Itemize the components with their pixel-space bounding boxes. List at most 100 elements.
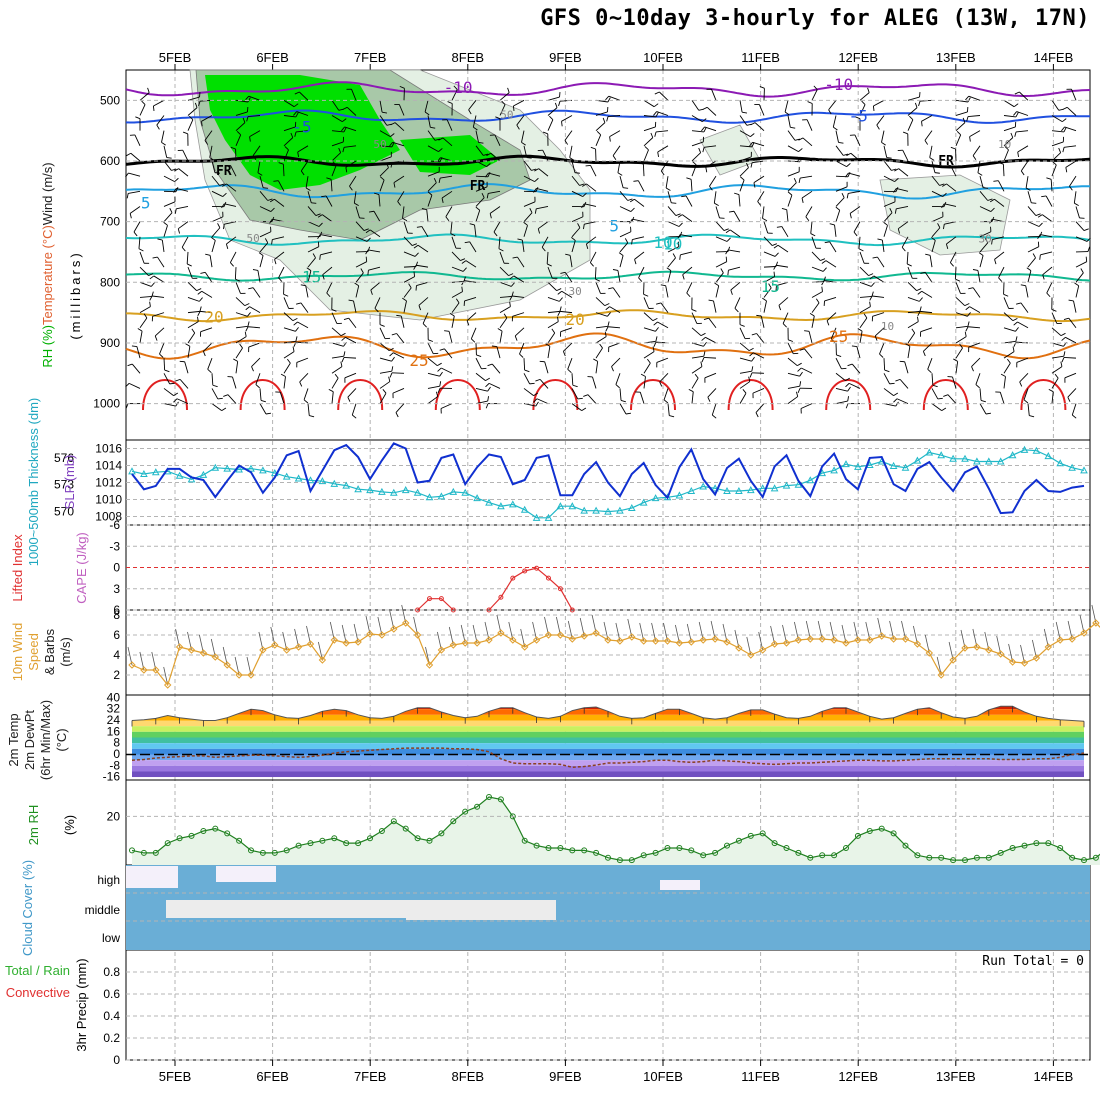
wind-barb (656, 357, 669, 363)
wind-barb (672, 253, 676, 259)
rh2m-area (132, 797, 1100, 865)
wind-barb (507, 87, 510, 93)
wind-barb (585, 243, 589, 249)
wind-barb (666, 267, 672, 272)
wind-barb (551, 328, 556, 334)
wind-barb (733, 211, 741, 222)
wind-barb (742, 389, 747, 394)
wind-barb (259, 176, 264, 188)
thickness-point (437, 492, 446, 500)
rh2m-point (533, 842, 540, 849)
wind-barb (1037, 214, 1043, 218)
wind10-point (271, 641, 279, 649)
wind-barb (691, 141, 704, 147)
wind-barb (979, 403, 987, 415)
wind-barb (373, 211, 381, 222)
wind-barb (655, 327, 659, 332)
wind-barb (296, 357, 309, 363)
contour-label: 10 (998, 138, 1011, 151)
li-point (510, 575, 516, 581)
wind-barb (248, 115, 261, 117)
wind-barb (1050, 179, 1053, 192)
wind-barb (393, 182, 396, 188)
temp-band (132, 765, 1084, 772)
wind-barb (983, 187, 989, 189)
rh2m-point (414, 835, 421, 842)
wind-barb (835, 206, 840, 211)
wind-barb (787, 115, 791, 128)
wind-barb (763, 300, 767, 313)
thickness-point (1008, 451, 1017, 459)
wind-barb (942, 183, 947, 187)
wind-barb (677, 214, 683, 218)
wind-barb (571, 240, 576, 253)
wind-barb (725, 256, 728, 262)
thickness-point (330, 479, 339, 487)
wind-barb (869, 301, 871, 307)
wind-barb (702, 106, 708, 110)
wind-barb (521, 130, 525, 143)
wind-barb (643, 351, 655, 359)
wind-barb (726, 237, 731, 242)
wind-barb (720, 268, 724, 274)
thickness-tick-label: 570 (54, 505, 74, 519)
wind-barb (503, 313, 508, 319)
wind-barb (305, 176, 309, 189)
wind-barb (681, 195, 687, 198)
wind-barb (810, 233, 816, 237)
thickness-point (175, 471, 184, 479)
wind-barb (475, 210, 481, 222)
wind-barb (612, 269, 619, 271)
wind-barb (700, 332, 706, 337)
wind-barb (416, 264, 429, 268)
wind-barb (433, 177, 437, 183)
wind-barb (307, 246, 319, 253)
wind-barb (703, 317, 709, 320)
wind-barb (608, 326, 621, 329)
wind-barb (197, 311, 201, 317)
wind-barb (125, 403, 129, 409)
wind-barb (438, 148, 443, 152)
wind-barb (873, 99, 885, 107)
wind-barb (474, 224, 477, 237)
wind-barb (643, 376, 646, 389)
wind-barb (292, 346, 295, 352)
wind-barb (797, 362, 802, 367)
wind-barb (821, 260, 827, 264)
wind-barb (595, 278, 601, 282)
wind-barb (211, 160, 216, 173)
wind-barb (656, 130, 669, 133)
thickness-point (1056, 459, 1065, 467)
wind-barb (205, 253, 211, 256)
wind-barb (214, 172, 220, 174)
isotherm-line (125, 233, 1091, 247)
wind-barb (388, 376, 391, 382)
wind-barb (1003, 297, 1010, 309)
wind-barb (455, 298, 460, 304)
wind-barb (187, 96, 200, 101)
wind-barb (331, 355, 344, 359)
wind-barb (437, 388, 441, 394)
rh2m-point (224, 830, 231, 837)
wind-barb (746, 162, 749, 168)
wind-barb (835, 197, 845, 207)
wind-barb (657, 145, 669, 153)
wind-barb (979, 242, 989, 253)
wind-barb (835, 210, 841, 222)
wind10-point (996, 650, 1005, 658)
wind10-point (485, 636, 493, 644)
wind-barb (994, 251, 1005, 260)
wind-barb (235, 134, 242, 146)
wind-barb (403, 276, 415, 283)
wind-barb (581, 407, 587, 412)
wind-barb (159, 342, 165, 355)
wind-barb (422, 312, 429, 324)
wind-barb (163, 160, 172, 171)
wind-barb (1065, 336, 1077, 344)
wind-barb (322, 266, 333, 276)
wind-barb (776, 264, 789, 268)
wind-barb (835, 372, 846, 382)
wind-barb (612, 145, 621, 156)
wind10-point (437, 646, 446, 654)
wind-barb (800, 175, 813, 179)
